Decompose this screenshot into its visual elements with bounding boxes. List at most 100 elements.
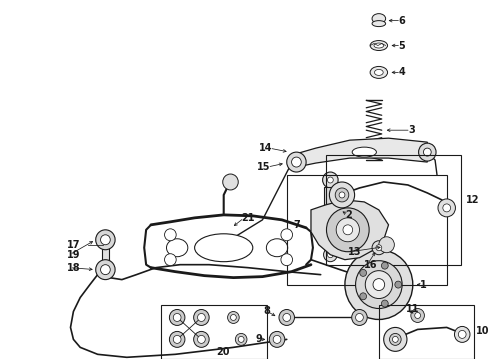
Circle shape	[96, 260, 115, 280]
Circle shape	[392, 336, 398, 342]
Circle shape	[458, 330, 466, 338]
Text: 15: 15	[257, 162, 270, 172]
Text: 8: 8	[263, 306, 270, 316]
Circle shape	[173, 314, 181, 321]
Circle shape	[343, 225, 353, 235]
Text: 5: 5	[398, 41, 405, 50]
Text: 20: 20	[216, 347, 229, 357]
Circle shape	[230, 315, 236, 320]
Text: 21: 21	[241, 213, 255, 223]
Circle shape	[454, 327, 470, 342]
Polygon shape	[292, 138, 427, 168]
Circle shape	[327, 177, 333, 183]
Circle shape	[223, 174, 238, 190]
Circle shape	[336, 218, 360, 242]
Circle shape	[384, 328, 407, 351]
Bar	[323, 187, 337, 237]
Circle shape	[292, 157, 301, 167]
Circle shape	[197, 314, 205, 321]
Ellipse shape	[370, 67, 388, 78]
Text: 13: 13	[348, 247, 361, 257]
Circle shape	[381, 262, 388, 269]
Circle shape	[283, 314, 291, 321]
Ellipse shape	[370, 41, 388, 50]
Circle shape	[411, 309, 424, 323]
Circle shape	[345, 250, 413, 319]
Circle shape	[279, 310, 294, 325]
Circle shape	[238, 336, 244, 342]
Bar	[325, 155, 461, 265]
Circle shape	[335, 188, 349, 202]
Circle shape	[270, 332, 285, 347]
Circle shape	[170, 310, 185, 325]
Circle shape	[443, 204, 451, 212]
Ellipse shape	[167, 239, 188, 257]
Circle shape	[170, 332, 185, 347]
Text: 10: 10	[476, 327, 490, 336]
Circle shape	[281, 254, 293, 266]
Text: 17: 17	[67, 240, 80, 250]
Text: 6: 6	[398, 15, 405, 26]
Bar	[101, 233, 109, 276]
Circle shape	[356, 261, 402, 309]
Text: 9: 9	[256, 334, 263, 345]
Bar	[161, 305, 268, 359]
Bar	[379, 305, 474, 359]
Ellipse shape	[195, 234, 253, 262]
Text: 19: 19	[67, 250, 80, 260]
Circle shape	[438, 199, 455, 217]
Circle shape	[281, 229, 293, 241]
Circle shape	[390, 333, 401, 345]
Circle shape	[379, 237, 394, 253]
Circle shape	[352, 310, 367, 325]
Circle shape	[376, 245, 382, 251]
Text: 12: 12	[466, 195, 480, 205]
Circle shape	[173, 336, 181, 343]
Circle shape	[365, 271, 392, 298]
Circle shape	[194, 332, 209, 347]
Ellipse shape	[374, 69, 383, 75]
Text: 4: 4	[398, 67, 405, 77]
Circle shape	[327, 252, 333, 258]
Circle shape	[329, 182, 355, 208]
Circle shape	[165, 229, 176, 241]
Circle shape	[326, 208, 369, 252]
Circle shape	[227, 311, 239, 323]
Circle shape	[273, 336, 281, 343]
Circle shape	[360, 269, 367, 276]
Text: 16: 16	[364, 260, 378, 270]
Circle shape	[235, 333, 247, 345]
Circle shape	[194, 310, 209, 325]
Text: 2: 2	[345, 210, 352, 220]
Text: 14: 14	[259, 143, 272, 153]
Circle shape	[372, 241, 386, 255]
Circle shape	[323, 248, 337, 262]
Circle shape	[165, 254, 176, 266]
Text: 7: 7	[294, 220, 300, 230]
Circle shape	[423, 148, 431, 156]
Circle shape	[339, 192, 345, 198]
Ellipse shape	[374, 43, 384, 48]
Circle shape	[197, 336, 205, 343]
Circle shape	[360, 293, 367, 300]
Polygon shape	[311, 200, 389, 260]
Circle shape	[381, 300, 388, 307]
Circle shape	[96, 230, 115, 250]
Circle shape	[373, 279, 385, 291]
Circle shape	[418, 143, 436, 161]
Text: 18: 18	[67, 263, 80, 273]
Circle shape	[100, 265, 110, 275]
Text: 3: 3	[408, 125, 415, 135]
Circle shape	[322, 172, 338, 188]
Circle shape	[287, 152, 306, 172]
Ellipse shape	[352, 147, 376, 157]
Text: 11: 11	[406, 305, 419, 315]
Text: 1: 1	[419, 280, 426, 289]
Ellipse shape	[372, 21, 386, 27]
Circle shape	[395, 281, 402, 288]
Bar	[287, 175, 447, 285]
Circle shape	[415, 312, 420, 319]
Ellipse shape	[267, 239, 288, 257]
Circle shape	[100, 235, 110, 245]
Circle shape	[356, 314, 363, 321]
